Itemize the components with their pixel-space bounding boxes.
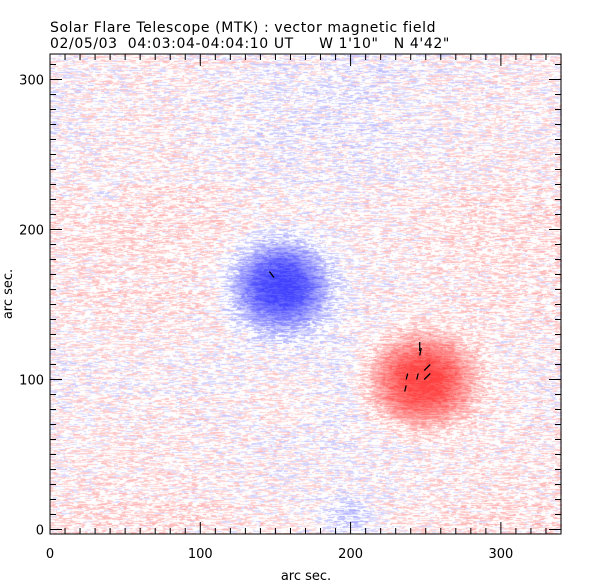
plot-frame (49, 53, 562, 535)
y-tick-label: 300 (19, 74, 44, 89)
x-tick-label: 300 (488, 547, 513, 562)
field-vector (419, 347, 422, 356)
field-vector (416, 373, 419, 380)
chart-subtitle: 02/05/03 04:03:04-04:04:10 UT W 1'10" N … (50, 36, 450, 52)
y-axis-label: arc sec. (1, 269, 16, 319)
magnetic-field-map (50, 54, 562, 534)
field-vector (268, 271, 275, 278)
y-tick-label: 0 (36, 524, 44, 539)
x-tick-label: 200 (338, 547, 363, 562)
chart-title: Solar Flare Telescope (MTK) : vector mag… (50, 20, 437, 36)
x-tick-label: 100 (188, 547, 213, 562)
field-vector (405, 373, 409, 380)
field-vector (404, 385, 407, 392)
y-tick-label: 100 (19, 374, 44, 389)
y-tick-label: 200 (19, 224, 44, 239)
field-vector (423, 364, 431, 371)
field-vector (423, 373, 431, 380)
x-tick-label: 0 (46, 547, 54, 562)
x-axis-label: arc sec. (281, 569, 331, 584)
